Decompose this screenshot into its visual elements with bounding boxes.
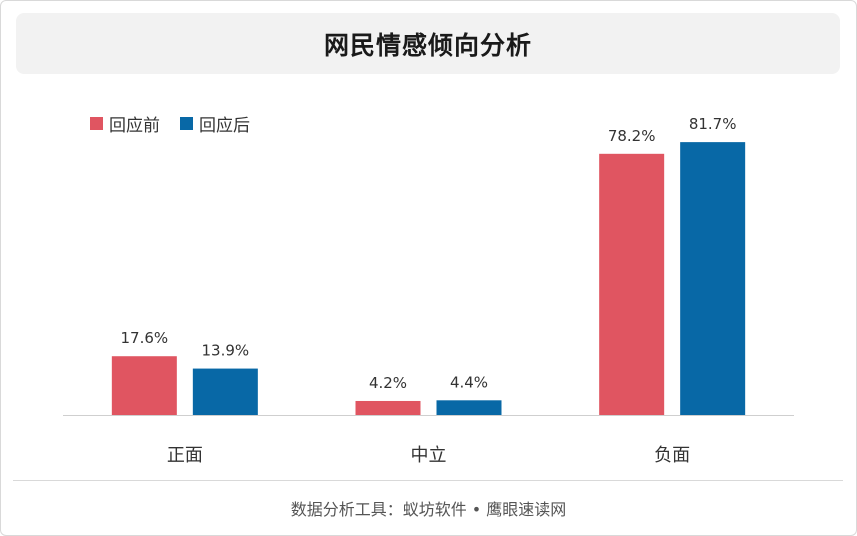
chart-title: 网民情感倾向分析 <box>323 30 532 60</box>
data-label-after-2: 81.7% <box>689 115 737 133</box>
legend-item-after: 回应后 <box>180 111 250 136</box>
legend-label-after: 回应后 <box>199 116 250 136</box>
legend-item-before: 回应前 <box>90 111 160 136</box>
footer-divider <box>13 480 843 481</box>
footer-credit: 数据分析工具：蚁坊软件 • 鹰眼速读网 <box>290 500 567 519</box>
bar-before-2 <box>599 153 665 415</box>
x-tick-label-2: 负面 <box>654 445 690 466</box>
bar-after-0 <box>192 368 258 415</box>
legend-label-before: 回应前 <box>109 116 160 136</box>
legend: 回应前 回应后 <box>90 111 250 136</box>
data-label-before-0: 17.6% <box>121 329 169 347</box>
bar-chart: 17.6% 13.9% 正面 4.2% 4.4% 中立 78.2% 81.7% 负面 <box>63 115 794 466</box>
legend-swatch-before <box>90 117 103 130</box>
legend-swatch-after <box>180 117 193 130</box>
title-bar: 网民情感倾向分析 <box>16 13 840 74</box>
x-tick-label-0: 正面 <box>167 445 203 466</box>
x-tick-label-1: 中立 <box>411 445 447 466</box>
data-label-before-1: 4.2% <box>369 374 407 392</box>
bar-before-1 <box>355 400 421 415</box>
bar-after-1 <box>436 400 502 415</box>
data-label-before-2: 78.2% <box>608 127 656 145</box>
data-label-after-1: 4.4% <box>450 373 488 391</box>
bar-after-2 <box>680 142 746 415</box>
bar-before-0 <box>111 356 177 415</box>
data-label-after-0: 13.9% <box>202 342 250 360</box>
